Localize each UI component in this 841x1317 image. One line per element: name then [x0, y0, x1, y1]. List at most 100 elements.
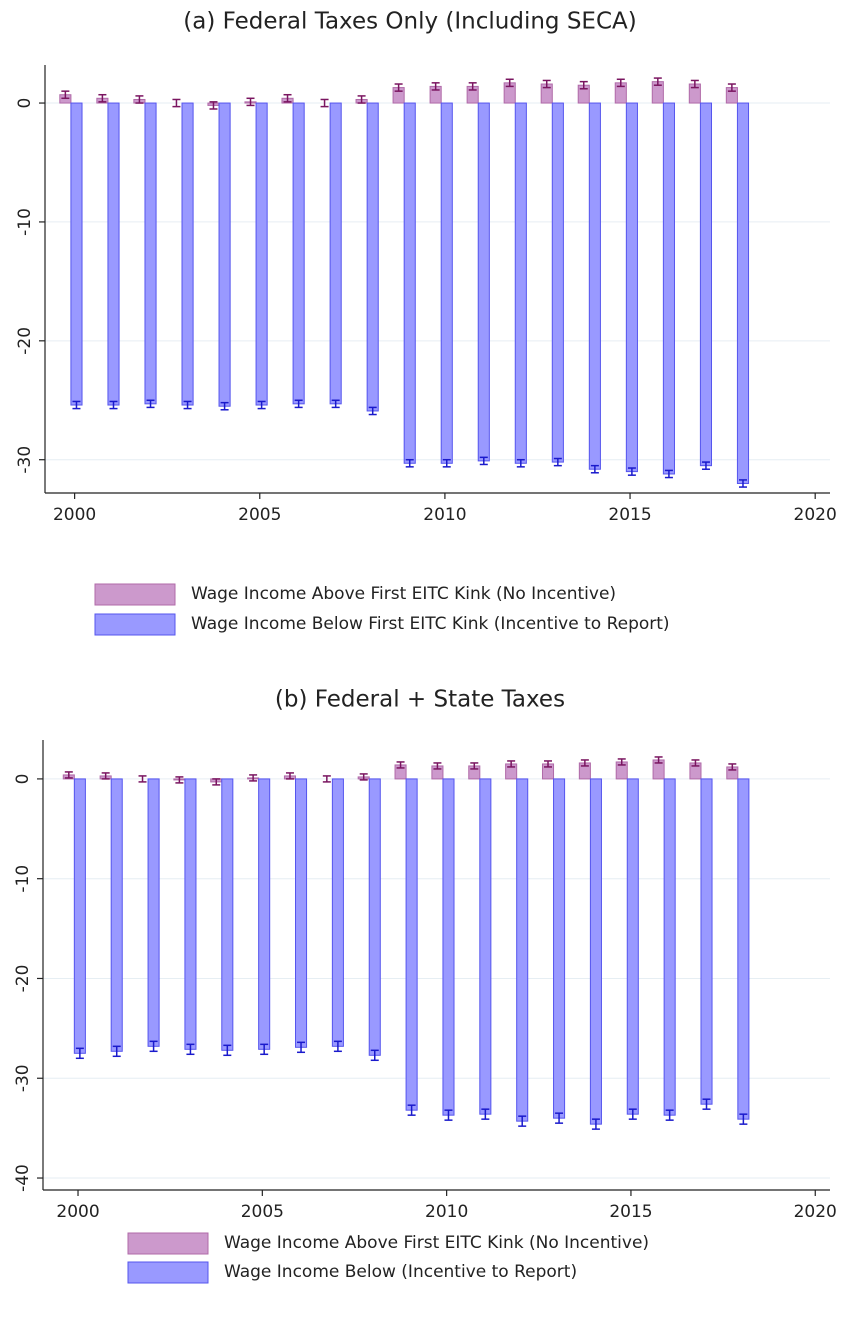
error-bar: [359, 773, 368, 781]
error-bar: [516, 458, 525, 468]
bar: [589, 778, 602, 1125]
error-bar: [470, 762, 479, 770]
y-tick-label: -30: [13, 1064, 33, 1092]
error-bar: [396, 761, 405, 769]
bar: [181, 102, 194, 406]
error-bar: [580, 759, 589, 767]
error-bar: [691, 759, 700, 767]
error-bar: [628, 1108, 637, 1120]
legend-label: Wage Income Above First EITC Kink (No In…: [224, 1233, 649, 1253]
bar: [295, 778, 308, 1048]
error-bar: [246, 97, 255, 107]
error-bar: [257, 400, 266, 410]
error-bar: [370, 1049, 379, 1062]
x-tick-label: 2000: [56, 1202, 99, 1222]
bar: [553, 778, 566, 1119]
error-bar: [112, 1045, 121, 1058]
error-bar: [579, 80, 588, 90]
error-bar: [654, 756, 663, 764]
legend-swatch: [94, 583, 176, 606]
bar: [405, 778, 418, 1111]
bar: [258, 778, 271, 1050]
bar: [218, 102, 231, 407]
chart-title: (a) Federal Taxes Only (Including SECA): [183, 9, 636, 35]
error-bar: [368, 406, 377, 416]
legend-label: Wage Income Below (Incentive to Report): [224, 1262, 577, 1282]
error-bar: [98, 93, 107, 103]
error-bar: [75, 1047, 84, 1060]
x-tick-label: 2005: [238, 505, 281, 525]
y-tick-label: 0: [15, 98, 35, 109]
error-bar: [220, 401, 229, 411]
error-bar: [727, 83, 736, 92]
error-bar: [172, 98, 181, 108]
y-tick-label: 0: [13, 773, 33, 784]
error-bar: [333, 1040, 342, 1053]
x-tick-label: 2000: [53, 505, 96, 525]
error-bar: [175, 776, 184, 784]
y-tick-label: -20: [13, 965, 33, 993]
error-bar: [518, 1115, 527, 1127]
bar: [625, 102, 638, 473]
error-bar: [505, 78, 514, 88]
bar: [331, 778, 344, 1047]
bar: [255, 102, 268, 406]
error-bar: [665, 1109, 674, 1121]
bar: [663, 778, 676, 1116]
error-bar: [616, 78, 625, 88]
x-tick-label: 2010: [423, 505, 466, 525]
error-bar: [64, 771, 73, 779]
error-bar: [481, 1108, 490, 1120]
x-tick-label: 2015: [608, 505, 651, 525]
y-tick-label: -10: [13, 865, 33, 893]
error-bar: [739, 1113, 748, 1125]
bar: [479, 778, 492, 1115]
error-bar: [590, 464, 599, 474]
error-bar: [431, 82, 440, 91]
error-bar: [186, 1043, 195, 1056]
legend-swatch: [94, 613, 176, 636]
error-bar: [702, 1098, 711, 1110]
error-bar: [728, 763, 737, 771]
bar: [70, 102, 83, 406]
bar: [736, 102, 750, 484]
x-tick-label: 2020: [794, 1202, 837, 1222]
bar: [700, 778, 713, 1105]
y-tick-label: -10: [15, 208, 35, 236]
x-tick-label: 2005: [241, 1202, 284, 1222]
error-bar: [294, 399, 303, 409]
error-bar: [407, 1104, 416, 1116]
bar: [73, 778, 86, 1054]
bar: [110, 778, 123, 1052]
x-tick-label: 2010: [425, 1202, 468, 1222]
bar: [477, 102, 490, 462]
error-bar: [433, 762, 442, 770]
error-bar: [542, 79, 551, 89]
error-bar: [442, 458, 451, 468]
bar: [442, 778, 455, 1116]
bar: [107, 102, 120, 406]
error-bar: [444, 1109, 453, 1121]
error-bar: [320, 98, 329, 108]
error-bar: [249, 774, 258, 782]
error-bar: [479, 456, 488, 466]
error-bar: [297, 1041, 306, 1054]
error-bar: [653, 77, 662, 86]
chart-title: (b) Federal + State Taxes: [275, 687, 565, 713]
error-bar: [283, 93, 292, 103]
error-bar: [357, 95, 366, 104]
error-bar: [468, 82, 477, 91]
error-bar: [394, 83, 403, 92]
bar: [588, 102, 601, 470]
error-bar: [322, 775, 331, 783]
error-bar: [260, 1043, 269, 1056]
bar: [626, 778, 639, 1115]
error-bar: [183, 400, 192, 410]
error-bar: [553, 457, 562, 467]
legend-label: Wage Income Below First EITC Kink (Incen…: [191, 614, 670, 634]
x-tick-label: 2020: [794, 505, 837, 525]
error-bar: [138, 775, 147, 783]
x-tick-label: 2015: [609, 1202, 652, 1222]
error-bar: [738, 479, 747, 488]
